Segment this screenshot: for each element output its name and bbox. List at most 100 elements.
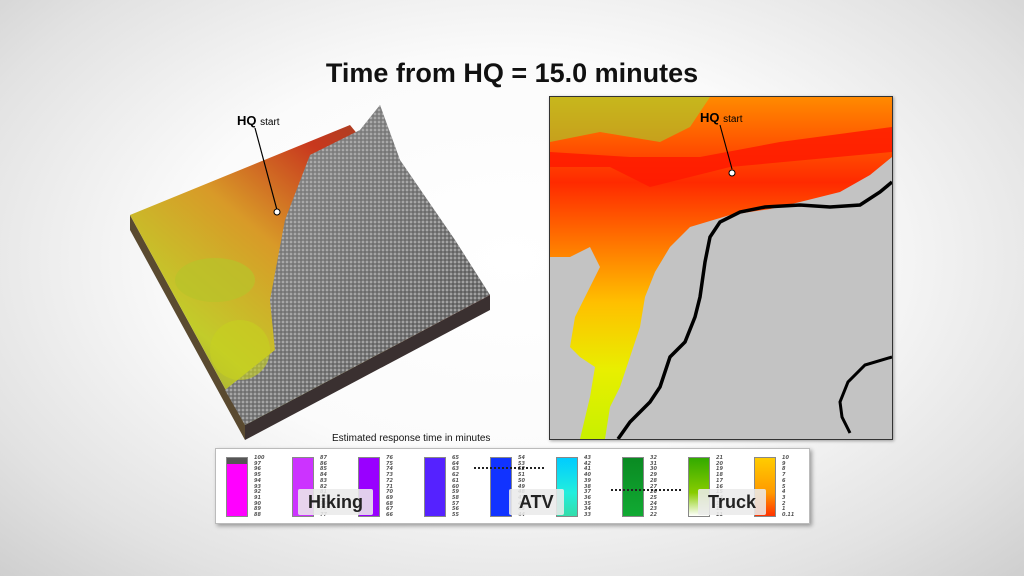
legend-number: 64 [452, 460, 459, 467]
legend-number: 86 [320, 460, 327, 467]
legend-number: 1 [782, 506, 786, 513]
legend-number: 62 [452, 472, 459, 479]
legend-number: 35 [584, 500, 591, 507]
legend-number: 71 [386, 483, 393, 490]
legend-number: 9 [782, 460, 786, 467]
legend-number: 29 [650, 472, 657, 479]
legend: 1009796959493929190898887868584838281807… [215, 448, 810, 524]
map-boundary-line [616, 180, 892, 439]
legend-number: 43 [584, 455, 591, 461]
legend-number: 27 [650, 483, 657, 490]
legend-number: 56 [452, 506, 459, 513]
legend-number: 91 [254, 494, 261, 501]
legend-number: 4 [782, 489, 786, 496]
legend-number: 41 [584, 466, 591, 473]
legend-number: 23 [650, 506, 657, 513]
map-boundary-line-2 [838, 355, 892, 434]
legend-number: 17 [716, 477, 723, 484]
legend-number: 20 [716, 460, 723, 467]
legend-mode-atv: ATV [509, 489, 564, 515]
legend-number: 75 [386, 460, 393, 467]
legend-numbers: 10 9 8 7 6 5 4 3 2 1 0.11 [782, 455, 795, 519]
legend-number: 25 [650, 494, 657, 501]
legend-number: 69 [386, 494, 393, 501]
legend-swatch [622, 457, 644, 517]
legend-number: 36 [584, 494, 591, 501]
legend-number: 68 [386, 500, 393, 507]
legend-number: 24 [650, 500, 657, 507]
terrain-hq-marker [273, 208, 281, 216]
slide-title: Time from HQ = 15.0 minutes [325, 58, 699, 88]
legend-number: 67 [386, 506, 393, 513]
legend-number: 72 [386, 477, 393, 484]
legend-number: 76 [386, 455, 393, 461]
legend-number: 50 [518, 477, 525, 484]
legend-number: 97 [254, 460, 261, 467]
legend-number: 77 [320, 512, 327, 519]
legend-number: 63 [452, 466, 459, 473]
map-heat-area [550, 97, 892, 439]
legend-swatch [424, 457, 446, 517]
legend-number: 30 [650, 466, 657, 473]
travel-time-map [549, 96, 893, 440]
legend-number: 89 [254, 506, 261, 513]
legend-numbers: 32 31 30 29 28 27 26 25 24 23 22 [650, 455, 657, 519]
legend-swatch [226, 457, 248, 517]
map-hq-marker [728, 169, 736, 177]
legend-number: 51 [518, 472, 525, 479]
legend-mode-truck: Truck [698, 489, 767, 515]
legend-number: 52 [518, 466, 525, 473]
legend-number: 16 [716, 483, 723, 490]
legend-swatch [490, 457, 512, 517]
legend-number: 57 [452, 500, 459, 507]
legend-numbers: 65 64 63 62 61 60 59 58 57 56 55 [452, 455, 459, 519]
legend-number: 70 [386, 489, 393, 496]
legend-number: 3 [782, 494, 786, 501]
legend-numbers: 100 97 96 95 94 93 92 91 90 89 88 [254, 455, 265, 519]
legend-number: 28 [650, 477, 657, 484]
legend-caption: Estimated response time in minutes [332, 433, 491, 444]
legend-number: 90 [254, 500, 261, 507]
legend-number: 59 [452, 489, 459, 496]
legend-number: 8 [782, 466, 786, 473]
legend-number: 11 [716, 512, 723, 519]
legend-number: 38 [584, 483, 591, 490]
terrain-hq-label: HQ start [237, 113, 280, 128]
legend-number: 49 [518, 483, 525, 490]
map-hq-label: HQ start [700, 110, 743, 125]
legend-number: 26 [650, 489, 657, 496]
legend-number: 95 [254, 472, 261, 479]
legend-number: 0.11 [782, 512, 795, 519]
legend-number: 2 [782, 500, 786, 507]
legend-numbers: 43 42 41 40 39 38 37 36 35 34 33 [584, 455, 591, 519]
terrain-base-left [130, 215, 245, 440]
legend-number: 73 [386, 472, 393, 479]
legend-number: 53 [518, 460, 525, 467]
legend-number: 21 [716, 455, 723, 461]
legend-dotted-separator [474, 467, 544, 469]
legend-number: 93 [254, 483, 261, 490]
legend-number: 66 [386, 512, 393, 519]
legend-number: 87 [320, 455, 327, 461]
legend-number: 92 [254, 489, 261, 496]
legend-mode-hiking: Hiking [298, 489, 374, 515]
legend-number: 37 [584, 489, 591, 496]
legend-number: 34 [584, 506, 591, 513]
legend-number: 55 [452, 512, 459, 519]
legend-number: 100 [254, 455, 265, 461]
legend-number: 18 [716, 472, 723, 479]
legend-number: 82 [320, 483, 327, 490]
legend-number: 32 [650, 455, 657, 461]
legend-numbers: 76 75 74 73 72 71 70 69 68 67 66 [386, 455, 393, 519]
legend-number: 39 [584, 477, 591, 484]
legend-number: 88 [254, 512, 261, 519]
legend-number: 19 [716, 466, 723, 473]
legend-number: 58 [452, 494, 459, 501]
legend-number: 10 [782, 455, 789, 461]
legend-dotted-separator [611, 489, 681, 491]
legend-number: 40 [584, 472, 591, 479]
legend-number: 74 [386, 466, 393, 473]
terrain-3d-view [130, 105, 490, 440]
legend-number: 60 [452, 483, 459, 490]
legend-number: 96 [254, 466, 261, 473]
